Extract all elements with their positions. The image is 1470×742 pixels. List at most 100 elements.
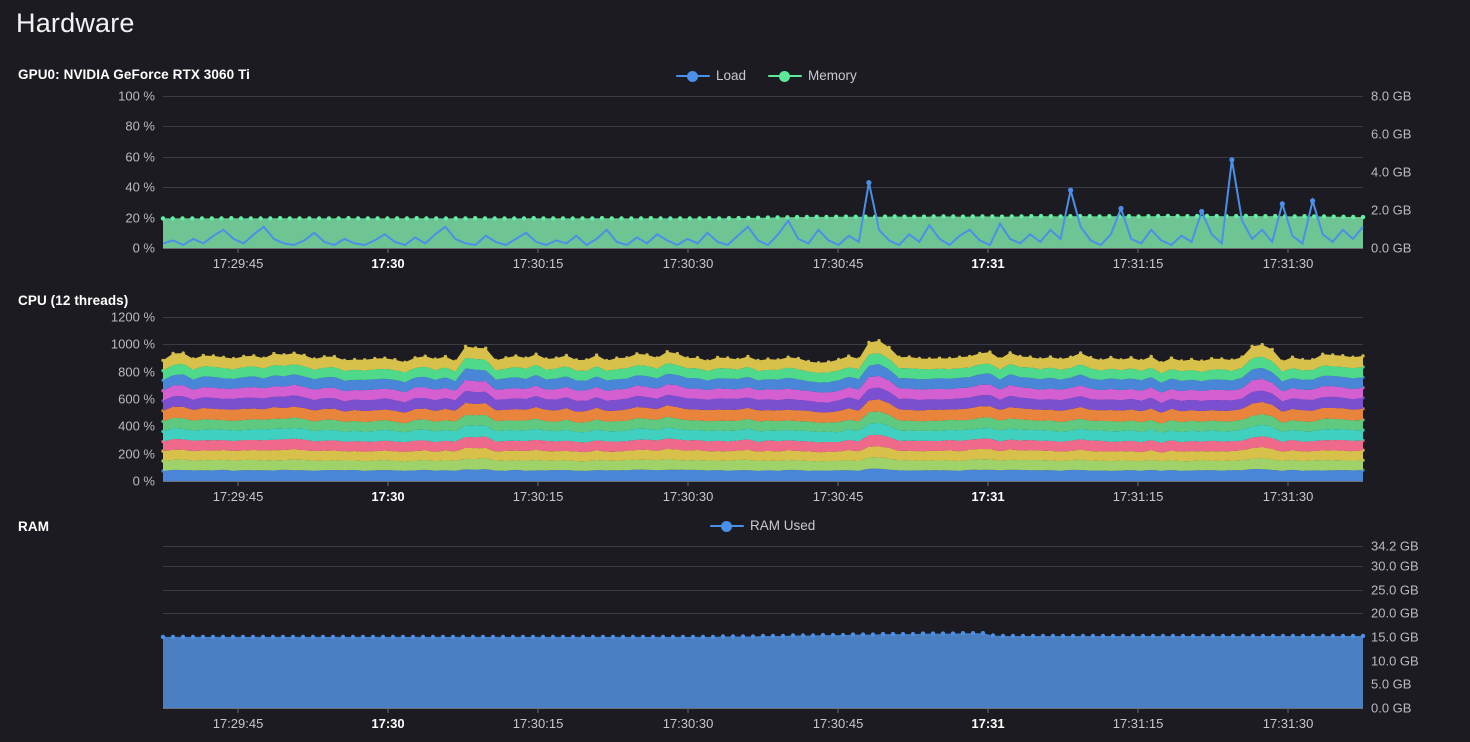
x-tick-label: 17:31:30 [1262, 716, 1314, 731]
x-tick-mark [387, 248, 389, 253]
gridline [163, 636, 1363, 638]
ram-section-title: RAM [18, 519, 50, 534]
y-axis-right-label: 20.0 GB [1371, 605, 1419, 621]
x-tick-label: 17:31 [971, 256, 1005, 271]
x-tick-label: 17:30:45 [812, 489, 864, 504]
y-axis-right-label: 15.0 GB [1371, 629, 1419, 645]
y-axis-right-label: 34.2 GB [1371, 538, 1419, 554]
cpu-chart: 1200 % 1000 % 800 % 600 % 400 % 200 % 0 % 17:29… [0, 311, 1470, 504]
gridline [163, 684, 1363, 686]
x-tick-label: 17:30:45 [812, 256, 864, 271]
cpu-plot-svg [161, 339, 1365, 481]
x-tick-mark [237, 481, 239, 486]
y-axis-left-label: 800 % [118, 364, 155, 380]
cpu-thread-band [163, 434, 1363, 453]
x-tick-mark [837, 248, 839, 253]
y-axis-left-label: 80 % [125, 118, 155, 134]
legend-load[interactable]: Load [676, 68, 746, 83]
x-tick-label: 17:31:15 [1112, 716, 1164, 731]
x-tick-label: 17:30:30 [662, 256, 714, 271]
x-tick-label: 17:30:45 [812, 716, 864, 731]
gpu-memory-area [163, 215, 1363, 248]
x-tick-label: 17:31:30 [1262, 256, 1314, 271]
x-axis-line [163, 248, 1363, 249]
y-axis-left-label: 0 % [132, 240, 155, 256]
y-axis-left-label: 1000 % [110, 336, 155, 352]
x-tick-mark [1137, 708, 1139, 713]
gridline [163, 399, 1363, 400]
x-tick-label: 17:31:15 [1112, 489, 1164, 504]
cpu-thread-band [163, 387, 1363, 413]
legend-memory[interactable]: Memory [768, 68, 857, 83]
gridline [163, 217, 1363, 219]
gridline [163, 660, 1363, 662]
x-tick-mark [1287, 481, 1289, 486]
x-tick-mark [1137, 481, 1139, 486]
legend-label: RAM Used [750, 518, 816, 533]
gridline [163, 589, 1363, 591]
x-tick-label: 17:30:30 [662, 489, 714, 504]
gridline [163, 156, 1363, 158]
gpu-load-line [162, 159, 1364, 247]
gridline [163, 565, 1363, 567]
x-tick-label: 17:31:30 [1262, 489, 1314, 504]
x-tick-label: 17:29:45 [212, 716, 264, 731]
x-tick-label: 17:30:30 [662, 716, 714, 731]
x-tick-mark [687, 708, 689, 713]
y-axis-right-label: 8.0 GB [1371, 88, 1412, 104]
y-axis-left-label: 60 % [125, 149, 155, 165]
x-tick-mark [987, 708, 989, 713]
x-tick-mark [687, 481, 689, 486]
x-tick-mark [387, 708, 389, 713]
x-tick-mark [687, 248, 689, 253]
x-tick-label: 17:30:15 [512, 716, 564, 731]
y-axis-left-label: 200 % [118, 446, 155, 462]
gridline [163, 187, 1363, 189]
x-tick-label: 17:29:45 [212, 256, 264, 271]
legend-ram-used[interactable]: RAM Used [710, 518, 815, 533]
x-tick-mark [237, 708, 239, 713]
y-axis-right-label: 2.0 GB [1371, 202, 1412, 218]
x-tick-mark [537, 708, 539, 713]
gpu-plot-svg [160, 157, 1366, 248]
gpu-chart: 100 % 80 % 60 % 40 % 20 % 0 % 8.0 GB 6.0 GB 4.0 … [0, 88, 1470, 272]
y-axis-right-label: 25.0 GB [1371, 582, 1419, 598]
x-tick-label: 17:30 [371, 489, 405, 504]
cpu-thread-band [163, 468, 1363, 481]
legend-label: Memory [808, 68, 857, 83]
cpu-thread-band [163, 399, 1363, 424]
cpu-thread-band [163, 411, 1363, 433]
x-tick-mark [537, 248, 539, 253]
ram-used-area [163, 633, 1363, 708]
x-tick-mark [1287, 248, 1289, 253]
y-axis-right-label: 6.0 GB [1371, 126, 1412, 142]
gridline [163, 613, 1363, 615]
x-tick-mark [987, 481, 989, 486]
x-tick-label: 17:31 [971, 489, 1005, 504]
legend-marker-icon [768, 70, 803, 82]
legend-marker-icon [710, 520, 744, 532]
y-axis-left-label: 40 % [125, 179, 155, 195]
y-axis-left-label: 0 % [132, 473, 155, 489]
x-tick-label: 17:30 [371, 716, 405, 731]
y-axis-left-label: 100 % [118, 88, 155, 104]
x-tick-label: 17:31:15 [1112, 256, 1164, 271]
x-tick-label: 17:30:15 [512, 256, 564, 271]
gridline [163, 426, 1363, 428]
gridline [163, 317, 1363, 318]
x-axis-line [163, 708, 1363, 709]
x-tick-mark [837, 481, 839, 486]
page-title: Hardware [16, 8, 135, 38]
y-axis-left-label: 600 % [118, 391, 155, 407]
x-tick-label: 17:29:45 [212, 489, 264, 504]
y-axis-right-label: 0.0 GB [1371, 240, 1412, 256]
cpu-thread-band [163, 457, 1363, 471]
y-axis-right-label: 4.0 GB [1371, 164, 1412, 180]
x-tick-mark [837, 708, 839, 713]
ram-legend: RAM Used [710, 518, 815, 533]
legend-label: Load [716, 68, 747, 83]
y-axis-right-label: 30.0 GB [1371, 558, 1419, 574]
x-axis-line [163, 481, 1363, 482]
y-axis-right-label: 0.0 GB [1371, 700, 1412, 716]
